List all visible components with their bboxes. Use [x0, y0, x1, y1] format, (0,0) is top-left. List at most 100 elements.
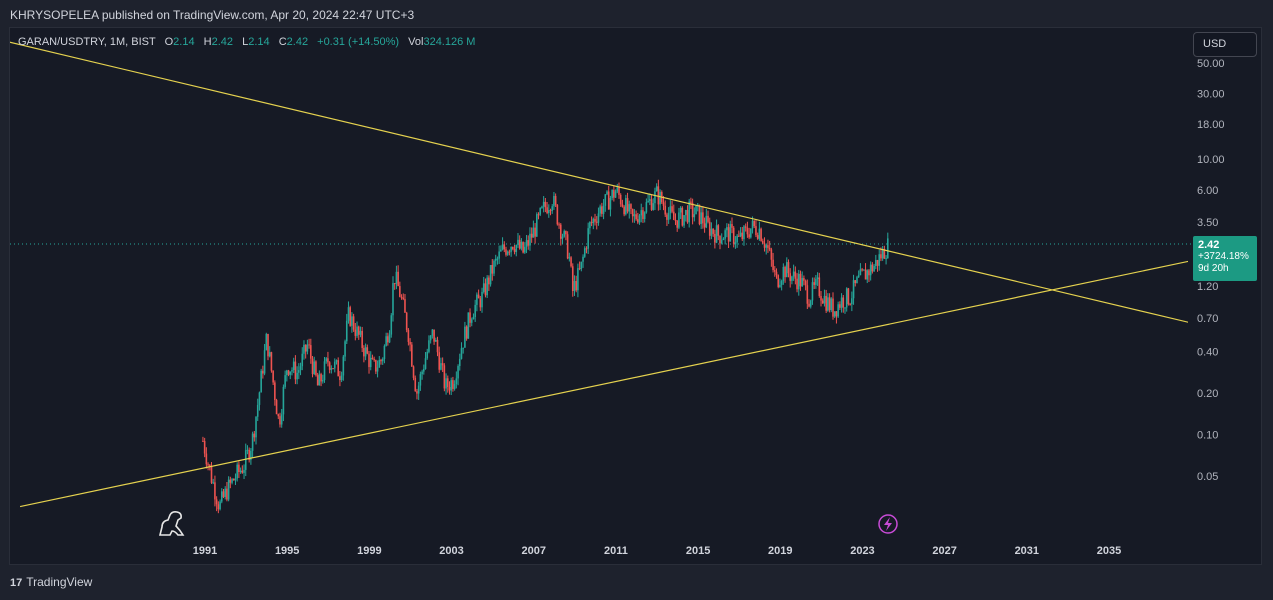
- candle-body: [429, 335, 432, 341]
- candle-body: [630, 204, 632, 209]
- candle-body: [388, 334, 391, 343]
- candle-body: [707, 215, 709, 222]
- candle-body: [363, 347, 365, 357]
- candle-body: [782, 266, 785, 282]
- candle-body: [842, 297, 845, 308]
- candle-body: [359, 330, 362, 335]
- candle-body: [419, 374, 422, 386]
- candle-body: [604, 194, 607, 206]
- candle-body: [606, 191, 608, 195]
- candle-body: [351, 316, 353, 326]
- candle-body: [556, 204, 559, 225]
- candle-body: [618, 187, 620, 195]
- candle-body: [369, 357, 372, 368]
- trendline-lower[interactable]: [19, 183, 1273, 508]
- candle-body: [484, 283, 487, 296]
- open-value: 2.14: [173, 36, 195, 48]
- candle-body: [356, 326, 358, 336]
- candle-body: [212, 482, 215, 484]
- candle-body: [558, 224, 560, 226]
- candle-body: [804, 280, 807, 286]
- candle-body: [546, 207, 548, 214]
- candle-body: [768, 247, 771, 250]
- candle-body: [489, 264, 492, 285]
- candle-body: [643, 212, 646, 220]
- candle-body: [457, 366, 459, 379]
- candle-body: [265, 333, 268, 351]
- candle-body: [869, 264, 872, 276]
- candle-body: [304, 344, 307, 352]
- chart-panel[interactable]: [9, 27, 1262, 565]
- candle-body: [433, 329, 435, 342]
- candle-body: [559, 224, 562, 239]
- candle-body: [770, 249, 773, 260]
- candle-body: [214, 482, 216, 500]
- candle-body: [719, 235, 721, 244]
- candle-body: [577, 268, 579, 291]
- x-axis-tick: 2003: [439, 545, 463, 557]
- candle-body: [236, 464, 238, 479]
- candle-body: [702, 212, 704, 224]
- candle-body: [575, 281, 577, 291]
- candle-body: [695, 205, 697, 215]
- candle-body: [474, 304, 476, 317]
- candle-body: [784, 266, 786, 278]
- candle-body: [277, 414, 280, 417]
- candle-body: [886, 238, 889, 259]
- candle-body: [368, 353, 370, 368]
- trendline-upper[interactable]: [0, 35, 1273, 347]
- candle-body: [565, 231, 567, 235]
- currency-button[interactable]: USD: [1193, 32, 1257, 57]
- candle-body: [426, 351, 429, 359]
- candle-body: [738, 235, 740, 237]
- candle-body: [215, 499, 218, 505]
- candle-body: [455, 378, 458, 384]
- candle-body: [243, 469, 245, 473]
- candle-body: [318, 374, 321, 386]
- candle-body: [354, 329, 357, 336]
- candle-body: [595, 221, 598, 223]
- candle-body: [270, 352, 273, 371]
- candle-body: [272, 370, 274, 383]
- volume-value: 324.126 M: [423, 36, 476, 48]
- candle-body: [280, 414, 283, 425]
- candle-body: [779, 284, 781, 287]
- candle-body: [470, 319, 473, 323]
- candle-body: [672, 211, 675, 220]
- symbol-info[interactable]: GARAN/USDTRY, 1M, BIST: [18, 36, 156, 48]
- candle-body: [493, 260, 495, 274]
- candle-body: [267, 333, 269, 357]
- y-axis-tick: 6.00: [1197, 185, 1218, 197]
- candle-body: [832, 298, 834, 317]
- candle-body: [857, 275, 860, 278]
- candle-body: [847, 288, 850, 305]
- candle-body: [628, 204, 631, 212]
- candle-body: [813, 282, 815, 285]
- ohlc-legend: GARAN/USDTRY, 1M, BIST O2.14 H2.42 L2.14…: [18, 35, 475, 49]
- candle-body: [282, 386, 285, 415]
- candle-body: [337, 360, 340, 377]
- close-label: C: [278, 36, 287, 48]
- footer-brand[interactable]: 17 TradingView: [10, 574, 92, 590]
- candle-body: [710, 228, 713, 236]
- candle-body: [621, 204, 624, 207]
- candle-body: [760, 228, 762, 241]
- candle-body: [387, 336, 389, 343]
- candle-body: [328, 362, 331, 370]
- candle-body: [347, 307, 350, 321]
- candle-body: [859, 269, 862, 276]
- candle-body: [823, 295, 826, 304]
- candle-body: [392, 283, 394, 316]
- candle-body: [837, 304, 839, 317]
- candle-body: [878, 254, 881, 266]
- candle-body: [796, 278, 798, 290]
- candle-body: [349, 307, 351, 326]
- candle-body: [715, 225, 718, 243]
- candle-body: [481, 291, 483, 308]
- candle-body: [580, 261, 583, 269]
- candle-body: [224, 488, 227, 497]
- candle-body: [431, 329, 434, 336]
- candle-body: [366, 347, 369, 354]
- candle-body: [311, 358, 314, 374]
